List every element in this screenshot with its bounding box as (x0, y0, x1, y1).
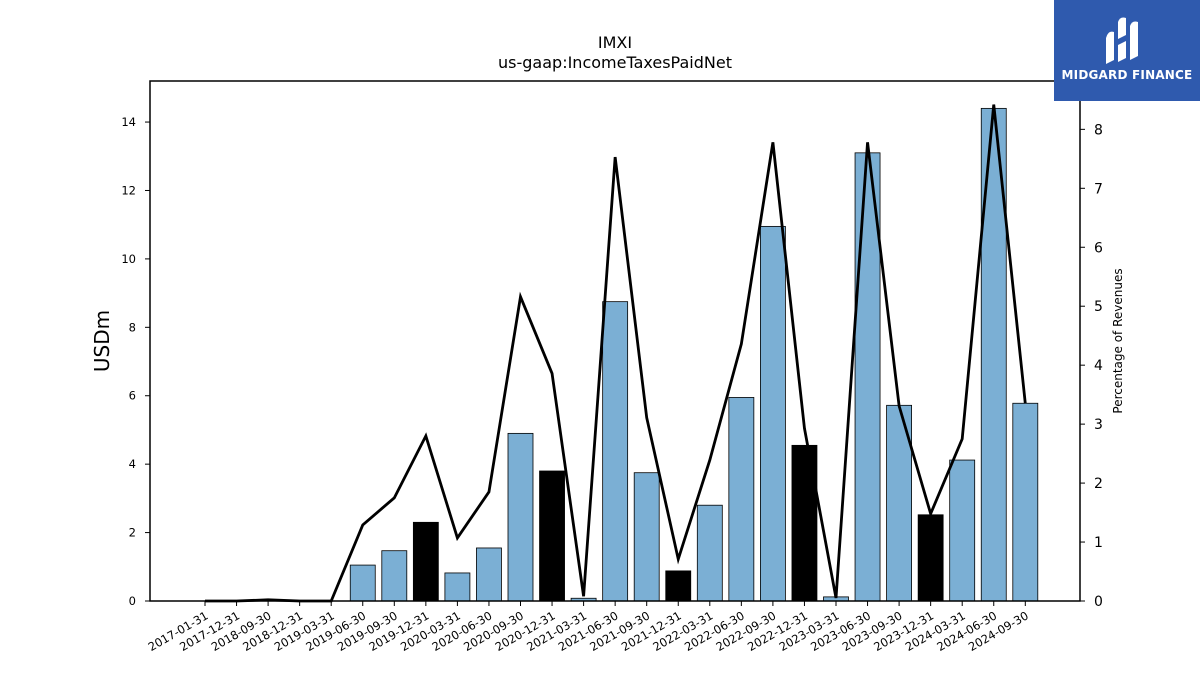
y-axis-left: 0 2 4 6 8 10 12 14 (121, 115, 150, 608)
percentage-line (205, 104, 1027, 603)
bar-2020-09-30 (507, 432, 534, 602)
bar-2019-09-30 (381, 550, 408, 602)
y-tick-label-right-7: 7 (1094, 181, 1103, 197)
chart-title: IMXI (598, 33, 632, 52)
bar-2020-12-31 (539, 470, 565, 602)
y-tick-label-left-6: 6 (129, 389, 136, 403)
line-series (205, 104, 1027, 603)
bar-2022-06-30 (728, 397, 755, 602)
bar-2024-09-30 (1012, 402, 1039, 602)
bar-2021-09-30 (633, 472, 660, 602)
bar-2023-12-31 (917, 514, 944, 602)
bar-2019-06-30 (349, 564, 376, 602)
logo-text: MIDGARD FINANCE (1061, 68, 1193, 82)
bar-2019-12-31 (412, 521, 439, 602)
y-tick-label-right-0: 0 (1094, 594, 1103, 610)
midgard-logo-mark-icon (1106, 17, 1138, 65)
y-tick-label-left-8: 8 (129, 320, 136, 334)
y-tick-label-left-4: 4 (129, 457, 136, 471)
y-tick-label-left-14: 14 (121, 115, 136, 129)
y-tick-label-left-2: 2 (129, 526, 136, 540)
x-axis: 2017-01-312017-12-312018-09-302018-12-31… (146, 601, 1031, 654)
bar-2021-06-30 (602, 301, 629, 602)
bar-2021-12-31 (665, 570, 692, 602)
bar-2020-03-31 (444, 572, 471, 602)
y-tick-label-left-12: 12 (121, 183, 136, 197)
y-tick-label-right-8: 8 (1094, 122, 1103, 138)
y-axis-label-left: USDm (90, 310, 114, 372)
y-tick-label-left-10: 10 (121, 252, 136, 266)
y-axis-right: 0 1 2 3 4 5 6 7 8 (1080, 122, 1103, 610)
brand-logo: MIDGARD FINANCE (1054, 0, 1200, 101)
y-axis-label-right: Percentage of Revenues (1111, 268, 1125, 413)
chart-subtitle: us-gaap:IncomeTaxesPaidNet (498, 53, 732, 72)
y-tick-label-right-3: 3 (1094, 417, 1103, 433)
bar-2022-03-31 (696, 504, 723, 602)
bar-2022-09-30 (760, 225, 786, 602)
y-tick-label-right-4: 4 (1094, 358, 1103, 374)
y-tick-label-right-2: 2 (1094, 476, 1103, 492)
y-tick-label-right-6: 6 (1094, 240, 1103, 256)
y-tick-label-right-5: 5 (1094, 299, 1103, 315)
bar-2020-06-30 (476, 547, 502, 602)
bar-2024-03-31 (949, 459, 976, 602)
y-tick-label-left-0: 0 (129, 594, 136, 608)
y-tick-label-right-1: 1 (1094, 535, 1103, 551)
